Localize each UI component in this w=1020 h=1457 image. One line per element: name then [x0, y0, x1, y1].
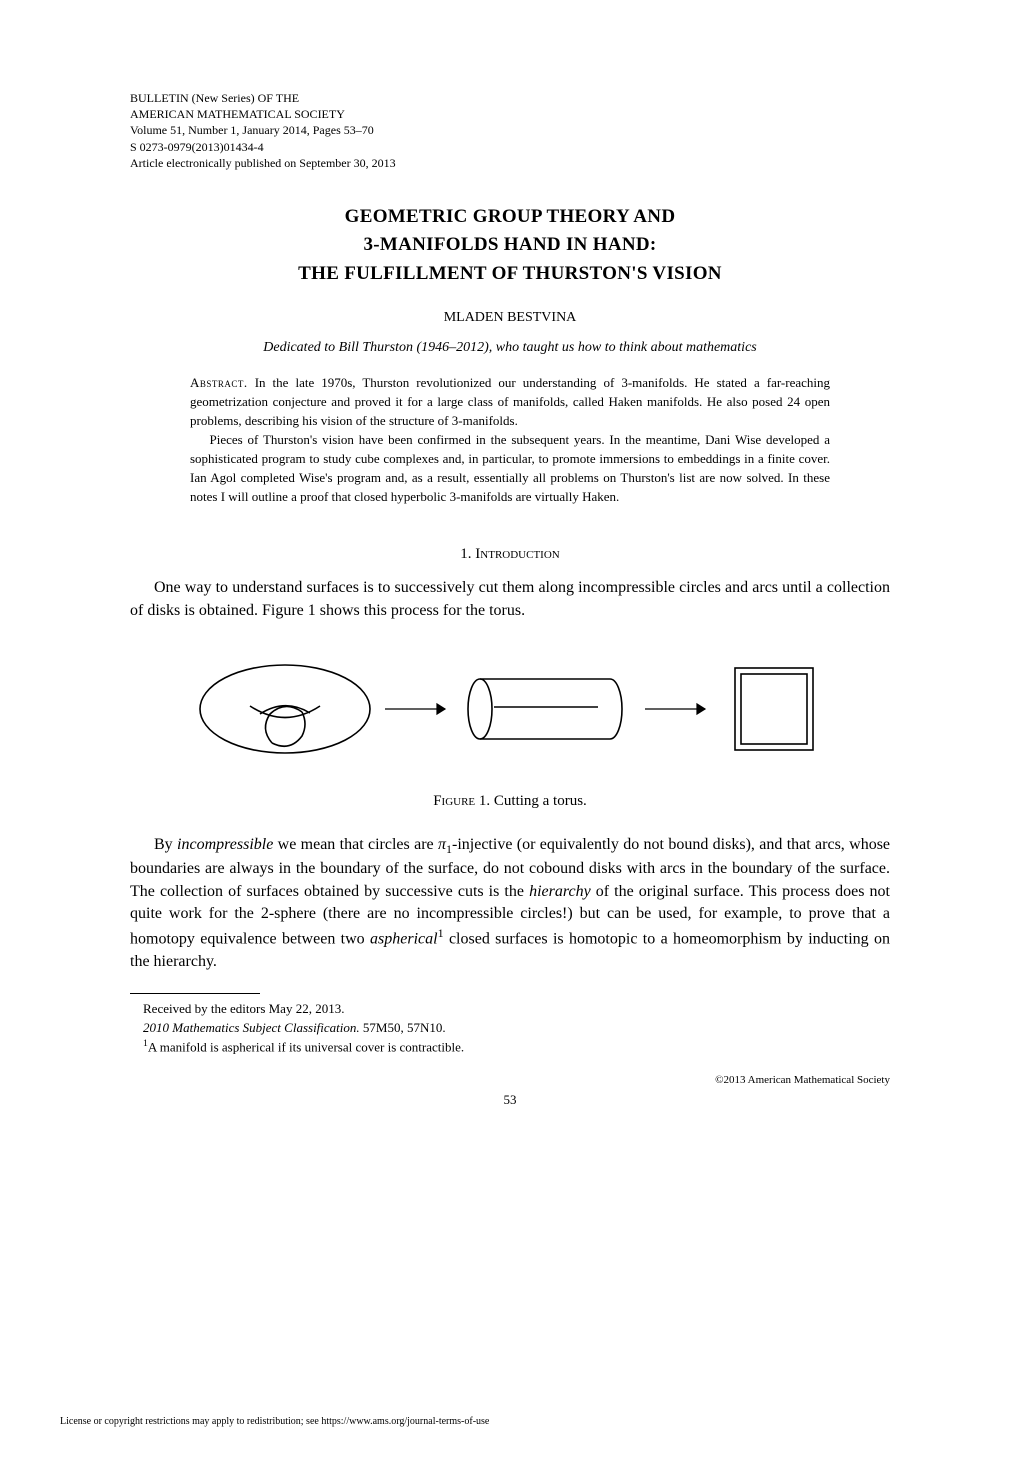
copyright: ©2013 American Mathematical Society — [130, 1074, 890, 1086]
page-number: 53 — [130, 1092, 890, 1108]
abstract-p1: In the late 1970s, Thurston revolutioniz… — [190, 375, 830, 428]
footnote-rule — [130, 993, 260, 994]
journal-line: Volume 51, Number 1, January 2014, Pages… — [130, 122, 890, 138]
intro-paragraph-2: By incompressible we mean that circles a… — [130, 834, 890, 973]
figure-1-svg — [190, 644, 830, 774]
abstract-p2: Pieces of Thurston's vision have been co… — [190, 431, 830, 506]
footnote-msc: 2010 Mathematics Subject Classification.… — [130, 1019, 890, 1037]
section-number: 1. — [460, 546, 471, 562]
figure-1 — [130, 644, 890, 779]
journal-line: BULLETIN (New Series) OF THE — [130, 90, 890, 106]
section-name: Introduction — [475, 546, 559, 562]
journal-line: AMERICAN MATHEMATICAL SOCIETY — [130, 106, 890, 122]
figure-caption-text: Cutting a torus. — [494, 793, 587, 809]
intro-paragraph-1: One way to understand surfaces is to suc… — [130, 577, 890, 622]
section-heading: 1. Introduction — [130, 546, 890, 563]
figure-label: Figure 1. — [433, 793, 490, 809]
journal-info: BULLETIN (New Series) OF THE AMERICAN MA… — [130, 90, 890, 171]
license-footer: License or copyright restrictions may ap… — [60, 1416, 489, 1427]
footnote-received: Received by the editors May 22, 2013. — [130, 1000, 890, 1018]
paper-title-line: GEOMETRIC GROUP THEORY AND — [130, 203, 890, 232]
journal-line: S 0273-0979(2013)01434-4 — [130, 139, 890, 155]
abstract-label: Abstract. — [190, 375, 248, 390]
abstract: Abstract. In the late 1970s, Thurston re… — [190, 374, 830, 506]
paper-title-line: THE FULFILLMENT OF THURSTON'S VISION — [130, 260, 890, 289]
footnote-1: 1A manifold is aspherical if its univers… — [130, 1037, 890, 1057]
dedication: Dedicated to Bill Thurston (1946–2012), … — [130, 340, 890, 356]
journal-line: Article electronically published on Sept… — [130, 155, 890, 171]
figure-1-caption: Figure 1. Cutting a torus. — [130, 793, 890, 810]
paper-title-block: GEOMETRIC GROUP THEORY AND 3-MANIFOLDS H… — [130, 203, 890, 289]
paper-title-line: 3-MANIFOLDS HAND IN HAND: — [130, 231, 890, 260]
author: MLADEN BESTVINA — [130, 310, 890, 326]
